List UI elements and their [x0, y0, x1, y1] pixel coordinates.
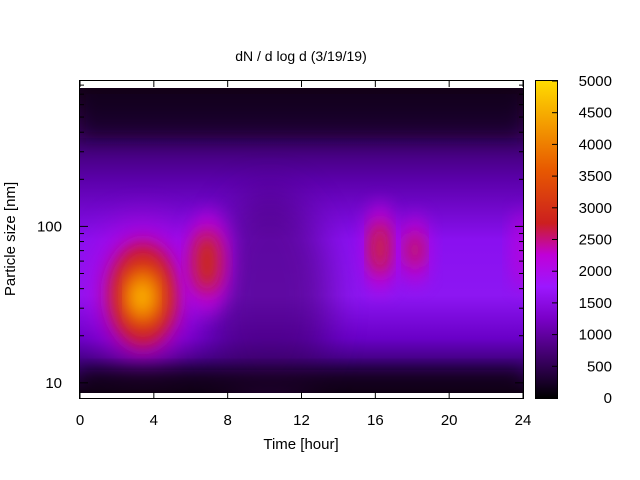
y-axis-label: Particle size [nm]	[2, 182, 19, 296]
x-tick-label: 4	[150, 412, 158, 429]
colorbar	[536, 80, 557, 398]
colorbar-axis: 0 500 1000 1500 2000 2500 3000 3500 4000 4500 5000	[552, 73, 612, 407]
colorbar-tick-label: 4500	[579, 105, 612, 122]
heatmap-event-2-core	[194, 232, 220, 292]
colorbar-tick-label: 0	[604, 390, 612, 407]
colorbar-tick-label: 2000	[579, 263, 612, 280]
heatmap-plot	[80, 88, 523, 393]
x-tick-label: 8	[223, 412, 231, 429]
heatmap-event-4-core	[408, 232, 422, 268]
x-axis-label: Time [hour]	[263, 436, 338, 453]
x-tick-label: 12	[293, 412, 310, 429]
y-axis: 10 100	[37, 84, 523, 392]
heatmap-event-3-core	[372, 222, 388, 274]
x-axis: 0 4 8 12 16 20 24	[76, 81, 532, 429]
x-tick-label: 0	[76, 412, 84, 429]
plot-frame	[79, 80, 524, 399]
y-tick-label: 100	[37, 218, 62, 235]
colorbar-tick-label: 2500	[579, 232, 612, 249]
colorbar-tick-label: 1000	[579, 327, 612, 344]
y-tick-label: 10	[45, 375, 62, 392]
colorbar-tick-label: 500	[587, 358, 612, 375]
colorbar-tick-label: 3500	[579, 168, 612, 185]
heatmap-event-5	[512, 210, 523, 290]
x-tick-label: 24	[515, 412, 532, 429]
x-tick-label: 20	[441, 412, 458, 429]
colorbar-tick-label: 4000	[579, 136, 612, 153]
chart-title: dN / d log d (3/19/19)	[235, 48, 367, 64]
heatmap-event-1-peak	[132, 281, 152, 313]
low-band-10h	[210, 190, 330, 393]
colorbar-tick-label: 3000	[579, 200, 612, 217]
colorbar-tick-label: 1500	[579, 295, 612, 312]
colorbar-frame	[535, 80, 558, 399]
colorbar-tick-label: 5000	[579, 73, 612, 90]
x-tick-label: 16	[367, 412, 384, 429]
low-band-night	[80, 88, 523, 138]
heatmap-bottom-edge	[80, 370, 523, 393]
